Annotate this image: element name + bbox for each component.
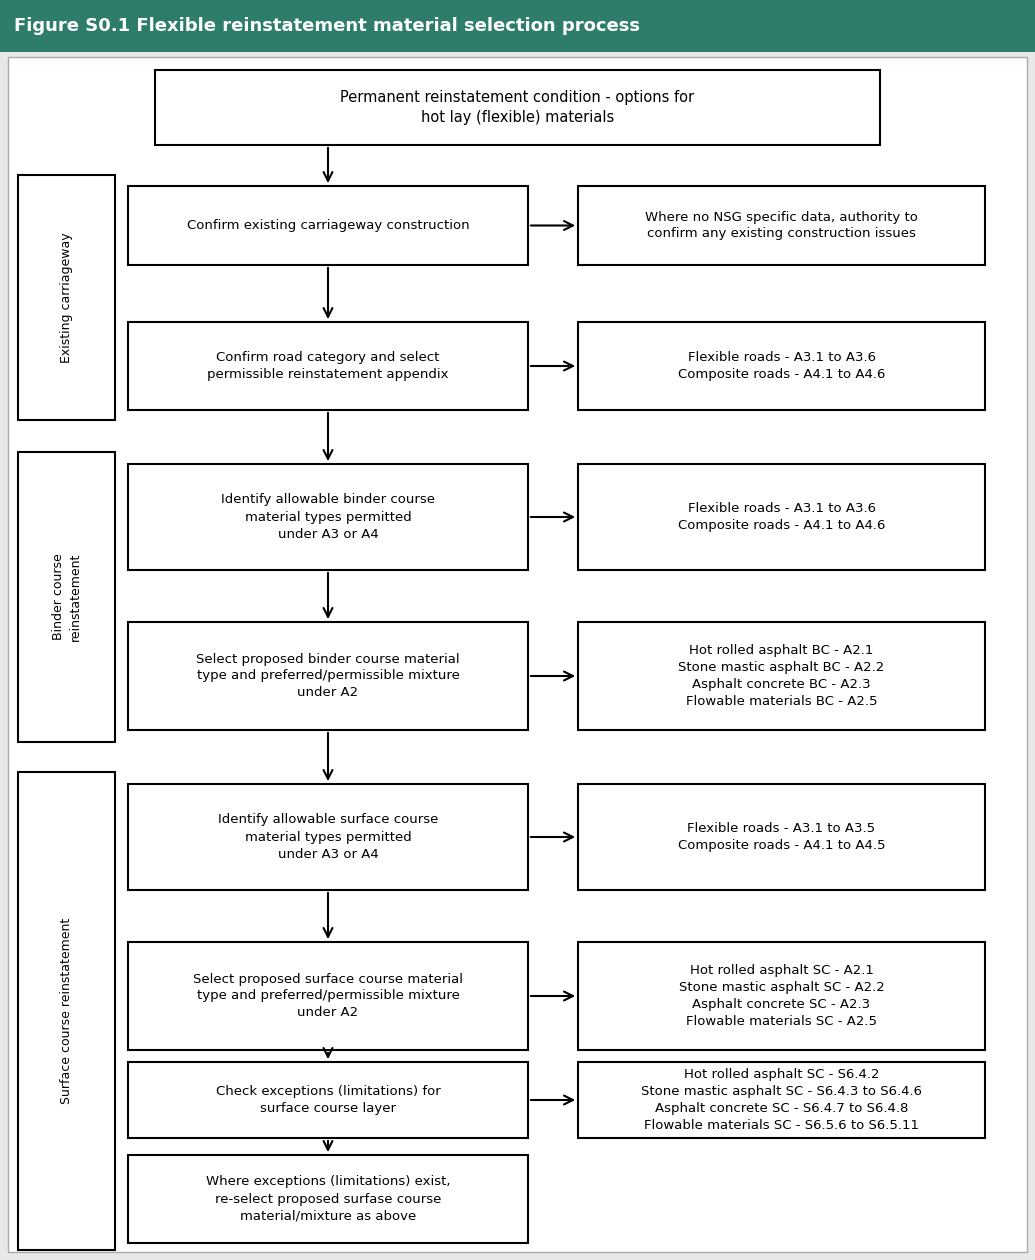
- Bar: [0, 0, 1035, 52]
- Bar: [128, 323, 528, 410]
- Text: Identify allowable surface course
material types permitted
under A3 or A4: Identify allowable surface course materi…: [217, 814, 438, 861]
- Bar: [128, 784, 528, 890]
- Text: Binder course
reinstatement: Binder course reinstatement: [52, 553, 82, 641]
- Bar: [128, 464, 528, 570]
- Text: Select proposed surface course material
type and preferred/permissible mixture
u: Select proposed surface course material …: [193, 973, 463, 1019]
- Text: Existing carriageway: Existing carriageway: [60, 232, 73, 363]
- Bar: [128, 186, 528, 265]
- Bar: [578, 622, 985, 730]
- Bar: [128, 1062, 528, 1138]
- Text: Identify allowable binder course
material types permitted
under A3 or A4: Identify allowable binder course materia…: [221, 494, 435, 541]
- Bar: [18, 175, 115, 420]
- Bar: [128, 622, 528, 730]
- Text: Select proposed binder course material
type and preferred/permissible mixture
un: Select proposed binder course material t…: [197, 653, 460, 699]
- Text: Hot rolled asphalt BC - A2.1
Stone mastic asphalt BC - A2.2
Asphalt concrete BC : Hot rolled asphalt BC - A2.1 Stone masti…: [678, 644, 885, 708]
- Text: Where exceptions (limitations) exist,
re-select proposed surfase course
material: Where exceptions (limitations) exist, re…: [206, 1176, 450, 1222]
- Text: Flexible roads - A3.1 to A3.6
Composite roads - A4.1 to A4.6: Flexible roads - A3.1 to A3.6 Composite …: [678, 501, 885, 532]
- Text: Permanent reinstatement condition - options for
hot lay (flexible) materials: Permanent reinstatement condition - opti…: [341, 91, 694, 125]
- Text: Flexible roads - A3.1 to A3.5
Composite roads - A4.1 to A4.5: Flexible roads - A3.1 to A3.5 Composite …: [678, 822, 885, 852]
- Text: Flexible roads - A3.1 to A3.6
Composite roads - A4.1 to A4.6: Flexible roads - A3.1 to A3.6 Composite …: [678, 352, 885, 381]
- Bar: [578, 1062, 985, 1138]
- Text: Confirm existing carriageway construction: Confirm existing carriageway constructio…: [186, 219, 469, 232]
- Bar: [18, 452, 115, 742]
- Bar: [578, 464, 985, 570]
- Text: Surface course reinstatement: Surface course reinstatement: [60, 917, 73, 1104]
- Text: Hot rolled asphalt SC - S6.4.2
Stone mastic asphalt SC - S6.4.3 to S6.4.6
Asphal: Hot rolled asphalt SC - S6.4.2 Stone mas…: [641, 1068, 922, 1131]
- Text: Where no NSG specific data, authority to
confirm any existing construction issue: Where no NSG specific data, authority to…: [645, 210, 918, 241]
- Bar: [578, 323, 985, 410]
- Text: Check exceptions (limitations) for
surface course layer: Check exceptions (limitations) for surfa…: [215, 1085, 440, 1115]
- Bar: [128, 942, 528, 1050]
- Bar: [578, 942, 985, 1050]
- Bar: [128, 1155, 528, 1244]
- Bar: [578, 784, 985, 890]
- Bar: [578, 186, 985, 265]
- Text: Figure S0.1 Flexible reinstatement material selection process: Figure S0.1 Flexible reinstatement mater…: [14, 16, 640, 35]
- Text: Confirm road category and select
permissible reinstatement appendix: Confirm road category and select permiss…: [207, 352, 449, 381]
- Bar: [155, 71, 880, 145]
- Bar: [18, 772, 115, 1250]
- Text: Hot rolled asphalt SC - A2.1
Stone mastic asphalt SC - A2.2
Asphalt concrete SC : Hot rolled asphalt SC - A2.1 Stone masti…: [679, 964, 884, 1028]
